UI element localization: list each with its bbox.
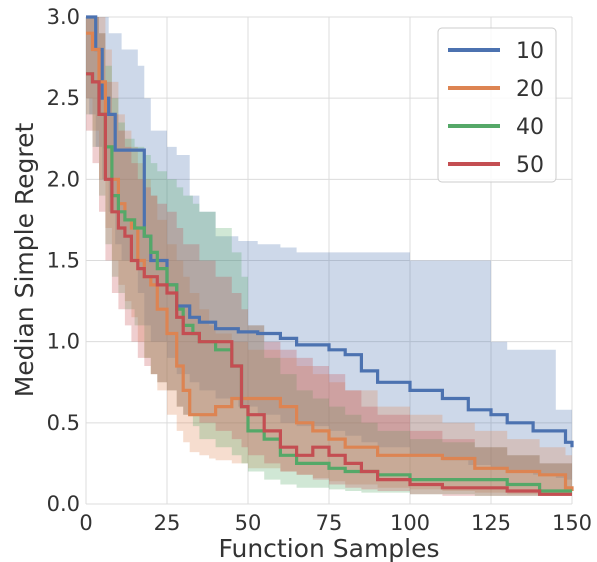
legend: 10 20 40 50 xyxy=(437,27,557,183)
confidence-bands xyxy=(86,17,572,496)
legend-box xyxy=(437,27,557,183)
x-tick-label: 125 xyxy=(471,511,511,535)
line-series-20 xyxy=(86,31,574,491)
x-tick-labels: 0 25 50 75 100 125 150 xyxy=(79,511,592,535)
legend-label-40: 40 xyxy=(516,115,544,140)
x-tick-label: 100 xyxy=(390,511,430,535)
x-tick-label: 0 xyxy=(79,511,92,535)
line-series-10 xyxy=(86,15,574,448)
legend-label-20: 20 xyxy=(516,77,544,102)
band-series-10 xyxy=(86,17,572,480)
x-tick-label: 75 xyxy=(316,511,343,535)
x-tick-label: 25 xyxy=(154,511,181,535)
x-tick-label: 150 xyxy=(552,511,592,535)
y-tick-label: 0.0 xyxy=(47,492,80,516)
band-series-20 xyxy=(86,17,572,496)
y-tick-label: 3.0 xyxy=(47,5,80,29)
y-tick-label: 2.5 xyxy=(47,86,80,110)
y-tick-label: 0.5 xyxy=(47,411,80,435)
line-series-50 xyxy=(86,72,572,496)
x-tick-label: 50 xyxy=(235,511,262,535)
y-tick-label: 1.0 xyxy=(47,330,80,354)
y-tick-label: 1.5 xyxy=(47,249,80,273)
band-series-50 xyxy=(86,17,572,496)
grid-lines xyxy=(85,16,573,505)
band-series-40 xyxy=(86,17,572,496)
legend-label-10: 10 xyxy=(516,39,544,64)
x-axis-label: Function Samples xyxy=(218,534,439,562)
median-lines xyxy=(86,15,574,496)
y-tick-label: 2.0 xyxy=(47,167,80,191)
y-axis-label: Median Simple Regret xyxy=(10,123,39,398)
y-tick-labels: 0.0 0.5 1.0 1.5 2.0 2.5 3.0 xyxy=(47,5,80,516)
legend-label-50: 50 xyxy=(516,153,544,178)
